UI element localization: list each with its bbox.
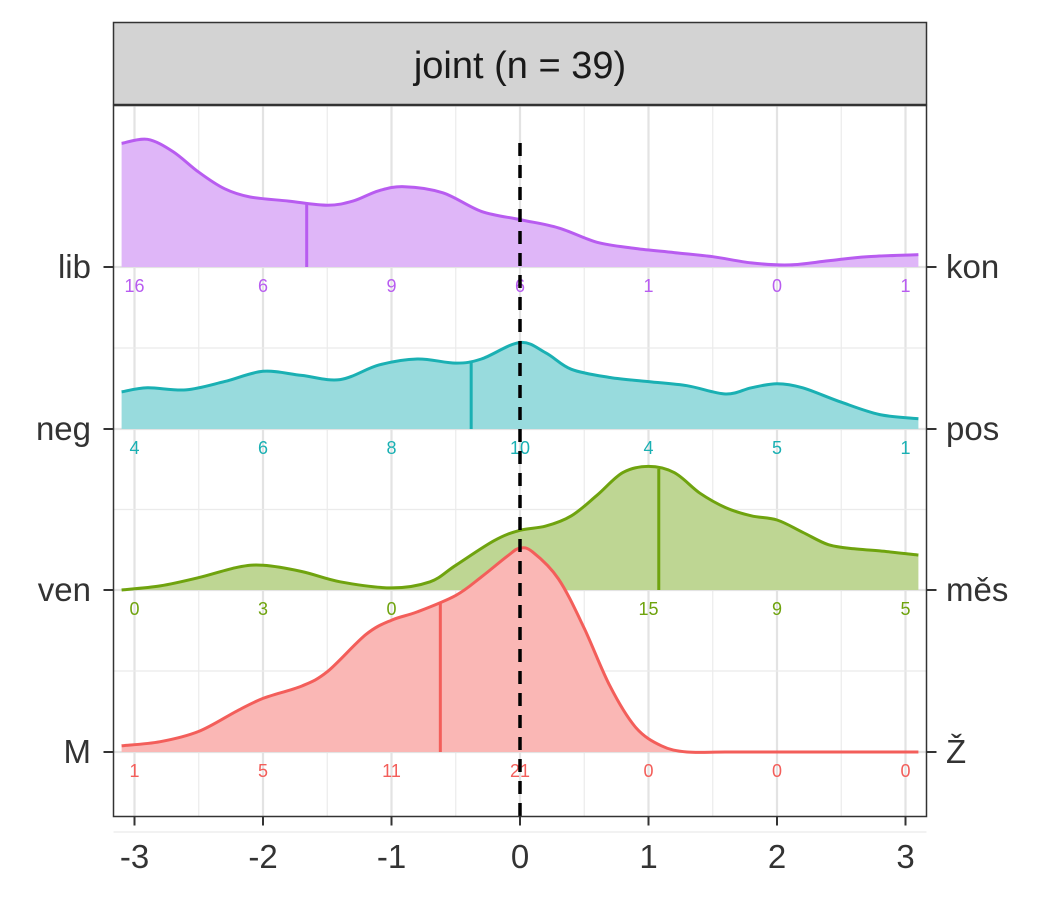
x-tick-label: 3	[896, 838, 914, 875]
right-axis-label: kon	[946, 248, 999, 285]
right-axis-label: pos	[946, 410, 999, 447]
count-label: 0	[386, 599, 396, 619]
density-line	[121, 340, 919, 421]
count-label: 5	[900, 599, 910, 619]
count-label: 16	[124, 276, 144, 296]
left-axis-label: lib	[58, 248, 91, 285]
right-axis-label: měs	[946, 571, 1008, 608]
count-label: 6	[258, 438, 268, 458]
count-label: 4	[129, 438, 139, 458]
left-axis-label: M	[64, 733, 92, 770]
strip-title: joint (n = 39)	[413, 45, 626, 87]
count-label: 5	[772, 438, 782, 458]
density-area	[121, 139, 919, 267]
x-tick-label: 1	[639, 838, 657, 875]
count-label: 6	[258, 276, 268, 296]
count-label: 1	[900, 276, 910, 296]
count-label: 0	[772, 276, 782, 296]
x-tick-label: -2	[248, 838, 277, 875]
density-area	[121, 466, 919, 590]
count-label: 1	[900, 438, 910, 458]
x-tick-label: 0	[511, 838, 529, 875]
density-row-lib-kon: 16696101	[121, 137, 919, 296]
count-label: 15	[638, 599, 658, 619]
right-axis-label: Ž	[946, 733, 966, 770]
count-label: 0	[772, 761, 782, 781]
x-tick-label: -1	[377, 838, 406, 875]
left-axis-label: neg	[36, 410, 91, 447]
density-line	[121, 464, 919, 592]
count-label: 1	[643, 276, 653, 296]
count-label: 11	[382, 761, 401, 781]
count-label: 9	[386, 276, 396, 296]
count-label: 0	[129, 599, 139, 619]
x-tick-label: -3	[120, 838, 149, 875]
count-label: 0	[900, 761, 910, 781]
count-label: 1	[129, 761, 139, 781]
density-line	[121, 137, 919, 267]
strip-header	[112, 21, 928, 106]
count-label: 3	[258, 599, 268, 619]
count-label: 10	[510, 438, 530, 458]
count-label: 0	[643, 761, 653, 781]
left-axis-label: ven	[38, 571, 91, 608]
density-line	[121, 546, 919, 754]
count-label: 8	[386, 438, 396, 458]
count-label: 5	[258, 761, 268, 781]
count-label: 4	[643, 438, 653, 458]
count-label: 9	[772, 599, 782, 619]
density-row-ven-měs: 03071595	[121, 464, 919, 619]
x-tick-label: 2	[768, 838, 786, 875]
